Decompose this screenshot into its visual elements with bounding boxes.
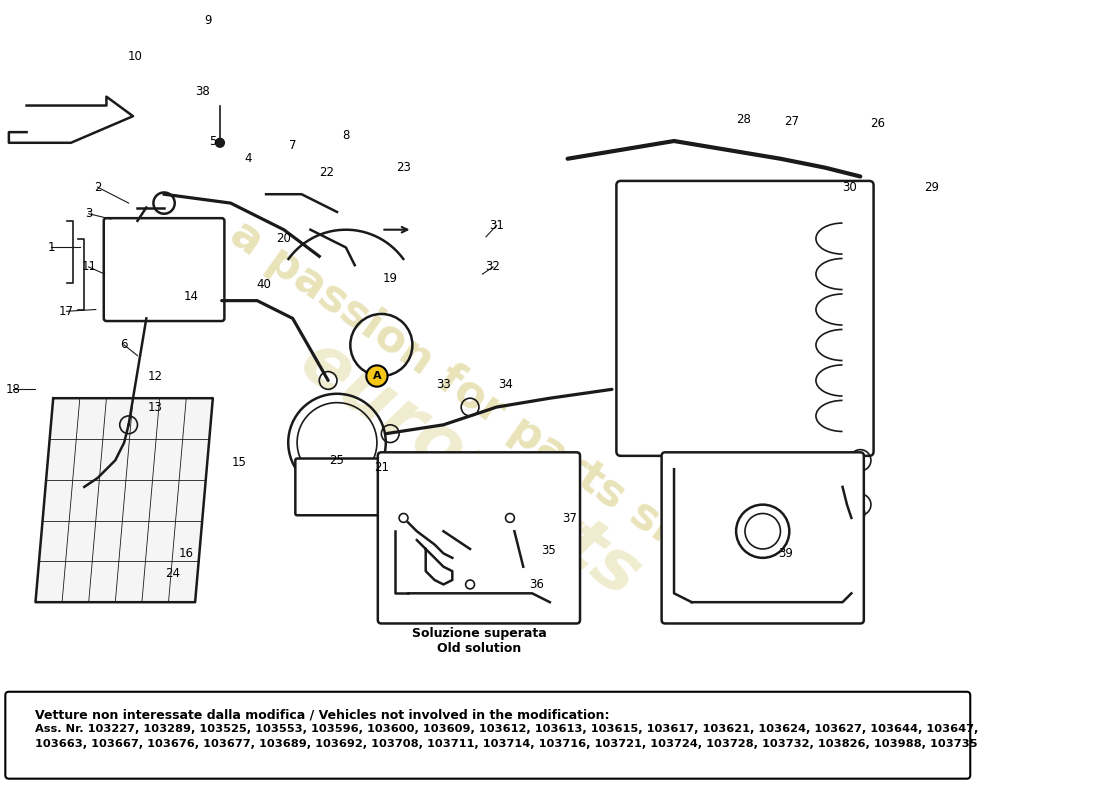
Text: 26: 26 xyxy=(870,117,886,130)
Text: 28: 28 xyxy=(736,114,750,126)
Text: 9: 9 xyxy=(205,14,212,27)
Text: 12: 12 xyxy=(147,370,163,382)
Text: 39: 39 xyxy=(779,547,793,560)
Text: 5: 5 xyxy=(209,134,217,147)
FancyBboxPatch shape xyxy=(661,452,864,623)
FancyBboxPatch shape xyxy=(616,181,873,456)
Text: 30: 30 xyxy=(843,181,857,194)
Text: 7: 7 xyxy=(289,139,296,152)
Text: 38: 38 xyxy=(195,85,210,98)
Text: 29: 29 xyxy=(924,181,938,194)
Text: a passion for parts since: a passion for parts since xyxy=(222,212,754,602)
Text: 23: 23 xyxy=(396,161,411,174)
Text: 24: 24 xyxy=(165,567,180,580)
Text: 2: 2 xyxy=(94,181,101,194)
Text: 19: 19 xyxy=(383,272,398,285)
FancyBboxPatch shape xyxy=(377,452,580,623)
Text: 40: 40 xyxy=(257,278,272,291)
Text: A: A xyxy=(44,702,53,712)
Text: 25: 25 xyxy=(330,454,344,466)
Text: 18: 18 xyxy=(6,383,21,396)
Polygon shape xyxy=(35,398,213,602)
FancyBboxPatch shape xyxy=(103,218,224,321)
Text: 10: 10 xyxy=(128,50,142,63)
Text: 17: 17 xyxy=(59,305,74,318)
Text: 35: 35 xyxy=(541,544,556,558)
Circle shape xyxy=(366,366,387,386)
Text: europarts: europarts xyxy=(287,326,653,612)
Text: 15: 15 xyxy=(232,455,246,469)
Text: 31: 31 xyxy=(490,218,504,232)
Text: 3: 3 xyxy=(85,207,92,220)
Text: 1: 1 xyxy=(47,241,55,254)
Text: 4: 4 xyxy=(244,152,252,166)
Text: 11: 11 xyxy=(81,261,96,274)
Text: 6: 6 xyxy=(120,338,128,351)
Circle shape xyxy=(39,696,59,718)
Text: 21: 21 xyxy=(374,461,389,474)
Circle shape xyxy=(216,138,224,147)
Text: 34: 34 xyxy=(498,378,513,391)
Text: Ass. Nr. 103227, 103289, 103525, 103553, 103596, 103600, 103609, 103612, 103613,: Ass. Nr. 103227, 103289, 103525, 103553,… xyxy=(35,724,979,734)
Text: Soluzione superata
Old solution: Soluzione superata Old solution xyxy=(411,627,547,655)
Text: 37: 37 xyxy=(562,512,576,526)
Polygon shape xyxy=(9,97,133,142)
Text: 36: 36 xyxy=(529,578,544,591)
Text: 13: 13 xyxy=(147,401,163,414)
Text: 16: 16 xyxy=(178,547,194,560)
Text: Vetture non interessate dalla modifica / Vehicles not involved in the modificati: Vetture non interessate dalla modifica /… xyxy=(35,709,611,722)
FancyBboxPatch shape xyxy=(6,692,970,778)
Text: 8: 8 xyxy=(342,129,350,142)
Text: 27: 27 xyxy=(784,115,800,128)
Text: 103663, 103667, 103676, 103677, 103689, 103692, 103708, 103711, 103714, 103716, : 103663, 103667, 103676, 103677, 103689, … xyxy=(35,738,978,749)
Text: 32: 32 xyxy=(486,261,500,274)
Text: 22: 22 xyxy=(319,166,334,178)
Text: 20: 20 xyxy=(276,232,292,245)
Text: 33: 33 xyxy=(436,378,451,390)
Text: A: A xyxy=(373,371,382,381)
FancyBboxPatch shape xyxy=(295,458,378,515)
Text: 14: 14 xyxy=(184,290,198,302)
